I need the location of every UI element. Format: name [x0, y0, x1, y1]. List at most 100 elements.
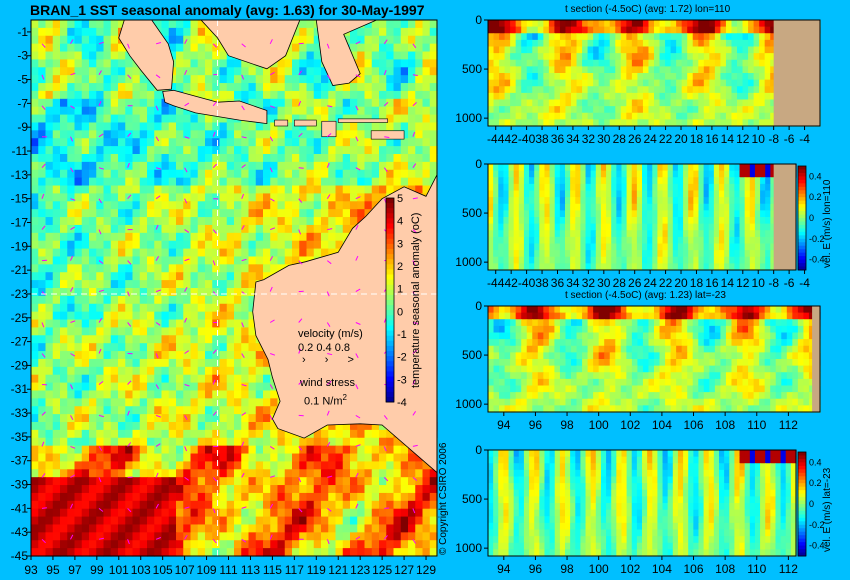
section-cell	[499, 39, 506, 48]
section-cell	[587, 53, 594, 61]
sst-cell	[270, 75, 279, 84]
section-cell	[631, 39, 638, 48]
section-cell	[554, 66, 561, 74]
sst-cell	[422, 122, 431, 131]
sst-cell	[255, 248, 264, 258]
sst-cell	[31, 248, 39, 258]
sst-cell	[67, 217, 76, 226]
sst-cell	[125, 240, 134, 250]
sst-cell	[226, 154, 235, 163]
sst-cell	[45, 303, 54, 313]
sst-cell	[306, 169, 315, 179]
section-cell	[548, 39, 555, 48]
sst-cell	[393, 114, 402, 124]
sst-cell	[161, 138, 170, 147]
sst-cell	[38, 67, 47, 76]
sst-cell	[45, 256, 54, 265]
sst-cell	[197, 67, 206, 76]
sst-cell	[234, 264, 242, 273]
sst-cell	[31, 217, 39, 226]
sst-cell	[205, 130, 213, 139]
sst-cell	[81, 288, 90, 297]
sst-cell	[38, 106, 47, 116]
sst-cell	[183, 122, 192, 131]
sst-cell	[219, 295, 228, 305]
sst-cell	[110, 83, 119, 92]
sst-cell	[270, 209, 279, 218]
sst-cell	[176, 280, 184, 289]
sst-cell	[422, 138, 431, 147]
sst-cell	[45, 59, 54, 68]
sst-cell	[103, 122, 112, 131]
sst-cell	[45, 27, 54, 37]
sst-cell	[321, 154, 329, 163]
sst-cell	[415, 185, 424, 195]
section-cell	[725, 53, 733, 61]
section-cell	[615, 53, 622, 61]
sst-cell	[197, 272, 206, 281]
sst-cell	[96, 161, 105, 171]
sst-cell	[313, 90, 322, 100]
section-cell	[659, 99, 666, 107]
section-cell	[571, 79, 578, 87]
sst-cell	[74, 83, 83, 92]
sst-cell	[364, 20, 373, 29]
sst-cell	[328, 169, 337, 179]
section-cell	[659, 59, 666, 67]
sst-cell	[154, 114, 163, 124]
section-cell	[654, 26, 661, 34]
sst-cell	[118, 201, 126, 210]
sst-cell	[270, 169, 279, 179]
sst-cell	[422, 27, 431, 37]
sst-cell	[321, 67, 329, 76]
sst-cell	[110, 130, 119, 139]
sst-cell	[31, 177, 39, 187]
sst-cell	[89, 20, 97, 29]
section-cell	[548, 59, 555, 67]
sst-cell	[234, 75, 242, 84]
sst-cell	[306, 201, 315, 210]
sst-cell	[342, 232, 351, 242]
section-cell	[748, 46, 755, 54]
section-cell	[609, 59, 616, 67]
sst-cell	[168, 83, 177, 92]
sst-cell	[429, 43, 438, 53]
sst-cell	[190, 35, 199, 45]
sst-cell	[263, 122, 271, 131]
section-cell	[692, 99, 699, 107]
sst-cell	[190, 201, 199, 210]
sst-cell	[103, 256, 112, 265]
section-cell	[493, 99, 500, 107]
sst-cell	[306, 35, 315, 45]
sst-cell	[176, 295, 184, 305]
sst-cell	[429, 35, 438, 45]
sst-cell	[118, 138, 126, 147]
sst-cell	[241, 90, 250, 100]
section-cell	[604, 92, 611, 101]
section-cell	[720, 99, 727, 107]
section-cell	[499, 106, 506, 114]
section-cell	[748, 26, 755, 34]
section-cell	[698, 46, 705, 54]
section-cell	[642, 99, 650, 107]
sst-cell	[422, 20, 431, 29]
section-cell	[637, 39, 644, 48]
sst-cell	[400, 122, 409, 131]
sst-cell	[31, 256, 39, 265]
sst-cell	[74, 248, 83, 258]
section-cell	[521, 26, 528, 34]
sst-cell	[241, 177, 250, 187]
sst-cell	[321, 217, 329, 226]
sst-cell	[81, 248, 90, 258]
section-cell	[521, 39, 528, 48]
section-cell	[759, 66, 766, 74]
sst-cell	[379, 59, 387, 68]
section-cell	[515, 59, 522, 67]
section-cell	[504, 20, 511, 28]
sst-cell	[197, 27, 206, 37]
section-cell	[748, 86, 755, 94]
sst-cell	[313, 98, 322, 108]
sst-cell	[393, 90, 402, 100]
sst-cell	[139, 288, 148, 297]
sst-cell	[255, 67, 264, 76]
